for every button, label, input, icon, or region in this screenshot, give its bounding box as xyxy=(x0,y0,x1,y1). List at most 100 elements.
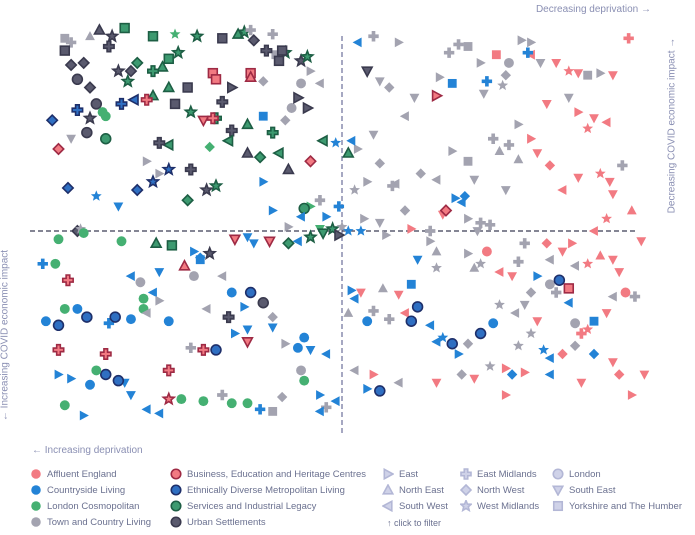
data-point[interactable] xyxy=(93,23,106,35)
data-point[interactable] xyxy=(77,56,91,70)
data-point[interactable] xyxy=(563,283,575,294)
legend-item-east[interactable]: East xyxy=(382,466,448,482)
data-point[interactable] xyxy=(451,193,461,204)
data-point[interactable] xyxy=(627,390,637,400)
data-point[interactable] xyxy=(254,404,266,415)
data-point[interactable] xyxy=(226,398,237,409)
data-point[interactable] xyxy=(568,238,578,249)
data-point[interactable] xyxy=(314,406,324,417)
data-point[interactable] xyxy=(407,224,417,234)
data-point[interactable] xyxy=(517,35,527,46)
data-point[interactable] xyxy=(241,336,254,349)
legend-item-north-east[interactable]: North East xyxy=(382,482,448,498)
data-point[interactable] xyxy=(306,66,316,76)
legend-item-south-east[interactable]: South East xyxy=(552,482,682,498)
legend-item-yorkshire-and-the-humber[interactable]: Yorkshire and The Humber xyxy=(552,498,682,514)
data-point[interactable] xyxy=(217,33,228,44)
data-point[interactable] xyxy=(260,44,273,57)
data-point[interactable] xyxy=(378,283,388,293)
data-point[interactable] xyxy=(267,323,278,333)
data-point[interactable] xyxy=(513,154,524,164)
data-point[interactable] xyxy=(384,313,395,325)
data-point[interactable] xyxy=(126,391,136,401)
data-point[interactable] xyxy=(355,225,367,236)
data-point[interactable] xyxy=(99,348,112,360)
data-point[interactable] xyxy=(513,340,524,351)
data-point[interactable] xyxy=(469,374,480,384)
data-point[interactable] xyxy=(78,228,89,238)
data-point[interactable] xyxy=(589,114,599,124)
data-point[interactable] xyxy=(374,77,385,87)
data-point[interactable] xyxy=(576,378,587,388)
data-point[interactable] xyxy=(399,111,409,122)
data-point[interactable] xyxy=(459,190,471,202)
data-point[interactable] xyxy=(113,202,124,212)
data-point[interactable] xyxy=(570,318,581,329)
data-point[interactable] xyxy=(453,39,464,50)
data-point[interactable] xyxy=(446,338,458,350)
data-point[interactable] xyxy=(353,144,363,154)
data-point[interactable] xyxy=(607,291,617,302)
data-point[interactable] xyxy=(119,22,130,34)
data-point[interactable] xyxy=(242,325,253,335)
data-point[interactable] xyxy=(343,307,354,317)
data-point[interactable] xyxy=(282,236,295,250)
data-point[interactable] xyxy=(176,394,187,405)
data-point[interactable] xyxy=(356,288,366,298)
data-point[interactable] xyxy=(248,239,259,249)
data-point[interactable] xyxy=(510,308,520,318)
data-point[interactable] xyxy=(474,327,487,340)
data-point[interactable] xyxy=(533,271,543,281)
data-point[interactable] xyxy=(241,146,254,158)
data-point[interactable] xyxy=(81,126,93,139)
data-point[interactable] xyxy=(189,28,205,43)
data-point[interactable] xyxy=(135,277,146,288)
data-point[interactable] xyxy=(352,37,362,48)
data-point[interactable] xyxy=(130,183,144,197)
data-point[interactable] xyxy=(573,173,584,183)
data-point[interactable] xyxy=(425,225,436,237)
data-point[interactable] xyxy=(594,167,606,179)
data-point[interactable] xyxy=(40,316,51,327)
data-point[interactable] xyxy=(544,254,554,265)
data-point[interactable] xyxy=(242,233,253,243)
data-point[interactable] xyxy=(126,314,136,325)
data-point[interactable] xyxy=(588,226,598,236)
data-point[interactable] xyxy=(387,180,398,192)
data-point[interactable] xyxy=(83,81,97,94)
data-point[interactable] xyxy=(563,93,574,103)
data-point[interactable] xyxy=(316,228,330,240)
data-point[interactable] xyxy=(147,287,157,298)
data-point[interactable] xyxy=(217,389,228,401)
data-point[interactable] xyxy=(519,238,530,249)
data-point[interactable] xyxy=(574,107,584,117)
data-point[interactable] xyxy=(97,107,108,118)
data-point[interactable] xyxy=(608,71,618,81)
data-point[interactable] xyxy=(163,316,174,327)
data-point[interactable] xyxy=(217,271,227,281)
data-point[interactable] xyxy=(82,110,98,125)
data-point[interactable] xyxy=(604,177,615,187)
data-point[interactable] xyxy=(506,369,518,380)
data-point[interactable] xyxy=(231,328,241,339)
data-point[interactable] xyxy=(216,95,229,108)
data-point[interactable] xyxy=(349,293,359,304)
data-point[interactable] xyxy=(409,93,420,103)
data-point[interactable] xyxy=(519,300,530,310)
data-point[interactable] xyxy=(553,274,566,286)
data-point[interactable] xyxy=(382,230,392,240)
data-point[interactable] xyxy=(149,236,163,248)
data-point[interactable] xyxy=(447,78,457,88)
data-point[interactable] xyxy=(37,258,48,269)
data-point[interactable] xyxy=(507,272,517,282)
data-point[interactable] xyxy=(266,126,279,139)
data-point[interactable] xyxy=(411,301,424,313)
data-point[interactable] xyxy=(330,137,342,148)
data-point[interactable] xyxy=(454,349,464,359)
data-point[interactable] xyxy=(463,42,473,51)
data-point[interactable] xyxy=(227,81,239,94)
data-point[interactable] xyxy=(197,343,210,356)
data-point[interactable] xyxy=(484,360,496,371)
data-point[interactable] xyxy=(90,190,102,201)
data-point[interactable] xyxy=(271,50,281,60)
